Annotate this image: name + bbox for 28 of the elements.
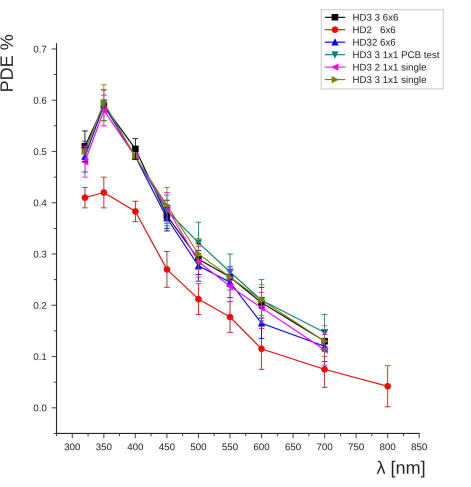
y-tick-label: 0.2 [34, 302, 46, 309]
x-tick-label: 750 [348, 443, 364, 450]
x-tick-label: 650 [285, 443, 301, 450]
y-tick-label: 0.3 [34, 250, 46, 258]
y-tick-label: 0.1 [34, 353, 46, 360]
legend-label: HD3 2 1x1 single [353, 63, 426, 73]
y-tick-label: 0.0 [34, 404, 46, 412]
x-tick-label: 450 [159, 443, 175, 450]
y-tick-label: 0.4 [34, 199, 47, 206]
x-tick-label: 600 [254, 443, 270, 450]
legend-label: HD3 3 6x6 [353, 14, 398, 21]
x-tick-label: 500 [190, 443, 206, 450]
x-tick-label: 300 [64, 443, 80, 450]
legend-label: HD32 6x6 [353, 38, 396, 46]
x-tick-label: 800 [380, 443, 396, 450]
legend-label: HD2 6x6 [353, 26, 396, 34]
y-tick-label: 0.6 [34, 96, 46, 104]
y-axis-title: PDE % [0, 34, 13, 91]
x-tick-label: 350 [96, 443, 112, 450]
x-axis-title: λ [nm] [376, 460, 424, 478]
y-tick-label: 0.7 [34, 46, 46, 53]
legend-label: HD3 3 1x1 single [353, 76, 426, 86]
x-tick-label: 850 [412, 443, 427, 450]
x-tick-label: 700 [316, 443, 332, 450]
x-tick-label: 400 [127, 443, 144, 450]
x-tick-label: 550 [222, 443, 238, 450]
y-tick-label: 0.5 [34, 148, 46, 156]
legend-label: HD3 3 1x1 PCB test [353, 51, 440, 58]
